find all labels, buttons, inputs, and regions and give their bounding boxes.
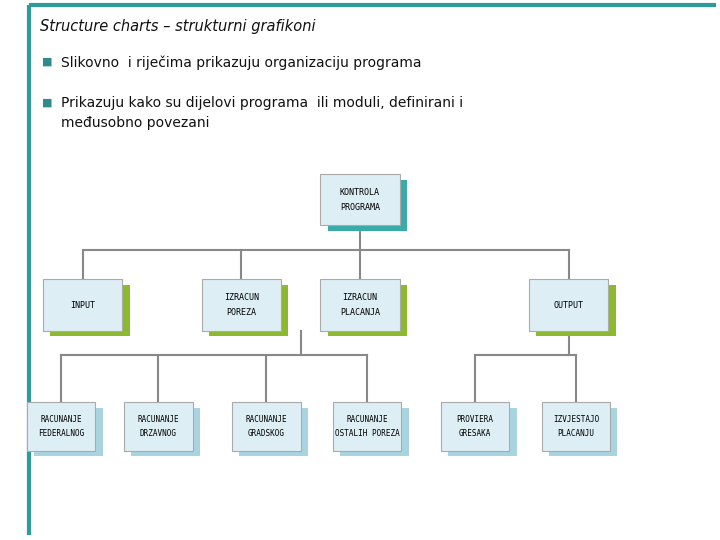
Text: PROVIERA
GRESAKA: PROVIERA GRESAKA bbox=[456, 415, 494, 438]
FancyBboxPatch shape bbox=[320, 174, 400, 226]
Text: KONTROLA
PROGRAMA: KONTROLA PROGRAMA bbox=[340, 188, 380, 212]
Text: RACUNANJE
GRADSKOG: RACUNANJE GRADSKOG bbox=[246, 415, 287, 438]
Text: IZRACUN
POREZA: IZRACUN POREZA bbox=[224, 293, 258, 317]
FancyBboxPatch shape bbox=[202, 280, 281, 330]
FancyBboxPatch shape bbox=[320, 280, 400, 330]
Text: RACUNANJE
FEDERALNOG: RACUNANJE FEDERALNOG bbox=[38, 415, 84, 438]
FancyBboxPatch shape bbox=[124, 402, 192, 451]
FancyBboxPatch shape bbox=[441, 402, 510, 451]
Text: Slikovno  i riječima prikazuju organizaciju programa: Slikovno i riječima prikazuju organizaci… bbox=[61, 56, 422, 70]
FancyBboxPatch shape bbox=[27, 402, 95, 451]
Text: Structure charts – strukturni grafikoni: Structure charts – strukturni grafikoni bbox=[40, 19, 315, 34]
FancyBboxPatch shape bbox=[549, 408, 618, 456]
Text: OUTPUT: OUTPUT bbox=[554, 301, 584, 309]
Text: IZRACUN
PLACANJA: IZRACUN PLACANJA bbox=[340, 293, 380, 317]
FancyBboxPatch shape bbox=[232, 402, 301, 451]
FancyBboxPatch shape bbox=[43, 280, 122, 330]
FancyBboxPatch shape bbox=[50, 285, 130, 336]
Text: INPUT: INPUT bbox=[71, 301, 95, 309]
Text: Prikazuju kako su dijelovi programa  ili moduli, definirani i
međusobno povezani: Prikazuju kako su dijelovi programa ili … bbox=[61, 96, 464, 130]
FancyBboxPatch shape bbox=[209, 285, 288, 336]
Text: IZVJESTAJO
PLACANJU: IZVJESTAJO PLACANJU bbox=[553, 415, 599, 438]
FancyBboxPatch shape bbox=[333, 402, 402, 451]
FancyBboxPatch shape bbox=[542, 402, 611, 451]
FancyBboxPatch shape bbox=[132, 408, 199, 456]
FancyBboxPatch shape bbox=[536, 285, 616, 336]
Text: RACUNANJE
OSTALIH POREZA: RACUNANJE OSTALIH POREZA bbox=[335, 415, 400, 438]
Text: RACUNANJE
DRZAVNOG: RACUNANJE DRZAVNOG bbox=[138, 415, 179, 438]
Text: ■: ■ bbox=[42, 57, 53, 67]
FancyBboxPatch shape bbox=[239, 408, 308, 456]
FancyBboxPatch shape bbox=[328, 179, 407, 231]
Text: ■: ■ bbox=[42, 97, 53, 107]
FancyBboxPatch shape bbox=[529, 280, 608, 330]
FancyBboxPatch shape bbox=[448, 408, 517, 456]
FancyBboxPatch shape bbox=[35, 408, 103, 456]
FancyBboxPatch shape bbox=[328, 285, 407, 336]
FancyBboxPatch shape bbox=[341, 408, 409, 456]
